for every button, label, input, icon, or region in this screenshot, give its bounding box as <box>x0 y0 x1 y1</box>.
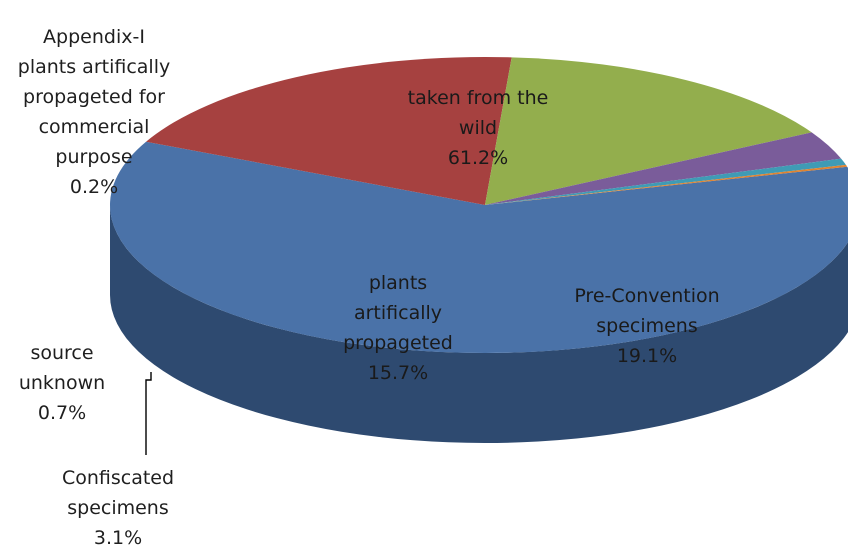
pie-tops <box>110 56 848 353</box>
slice-taken-from-the-wild <box>110 141 848 353</box>
leader-lines <box>145 372 152 455</box>
data-label-plants-artifically-propageted: plants artifically propageted 15.7% <box>343 272 453 384</box>
data-label-appendix-i-plants-artifically-propageted-for-commercial-purpose: Appendix-I plants artifically propageted f… <box>18 26 170 198</box>
data-label-confiscated-specimens: Confiscated specimens 3.1% <box>62 467 174 549</box>
data-label-pre-convention-specimens: Pre-Convention specimens 19.1% <box>574 285 719 367</box>
slice-source-unknown <box>485 158 846 205</box>
slice-plants-artifically-propageted <box>485 57 812 206</box>
data-label-taken-from-the-wild: taken from the wild 61.2% <box>408 87 549 169</box>
slice-confiscated-specimens <box>485 132 842 205</box>
data-label-source-unknown: source unknown 0.7% <box>19 342 105 424</box>
slice-pre-convention-specimens <box>146 56 512 205</box>
leader-line-confiscated-specimens <box>145 372 152 455</box>
data-labels: taken from the wild 61.2% Pre-Convention spe… <box>18 26 720 549</box>
slice-appendix-i-plants-artifically-propageted-for-commercial-purpose <box>485 164 848 205</box>
pie-sides <box>110 205 848 443</box>
slice-side-taken-from-the-wild <box>110 205 848 443</box>
